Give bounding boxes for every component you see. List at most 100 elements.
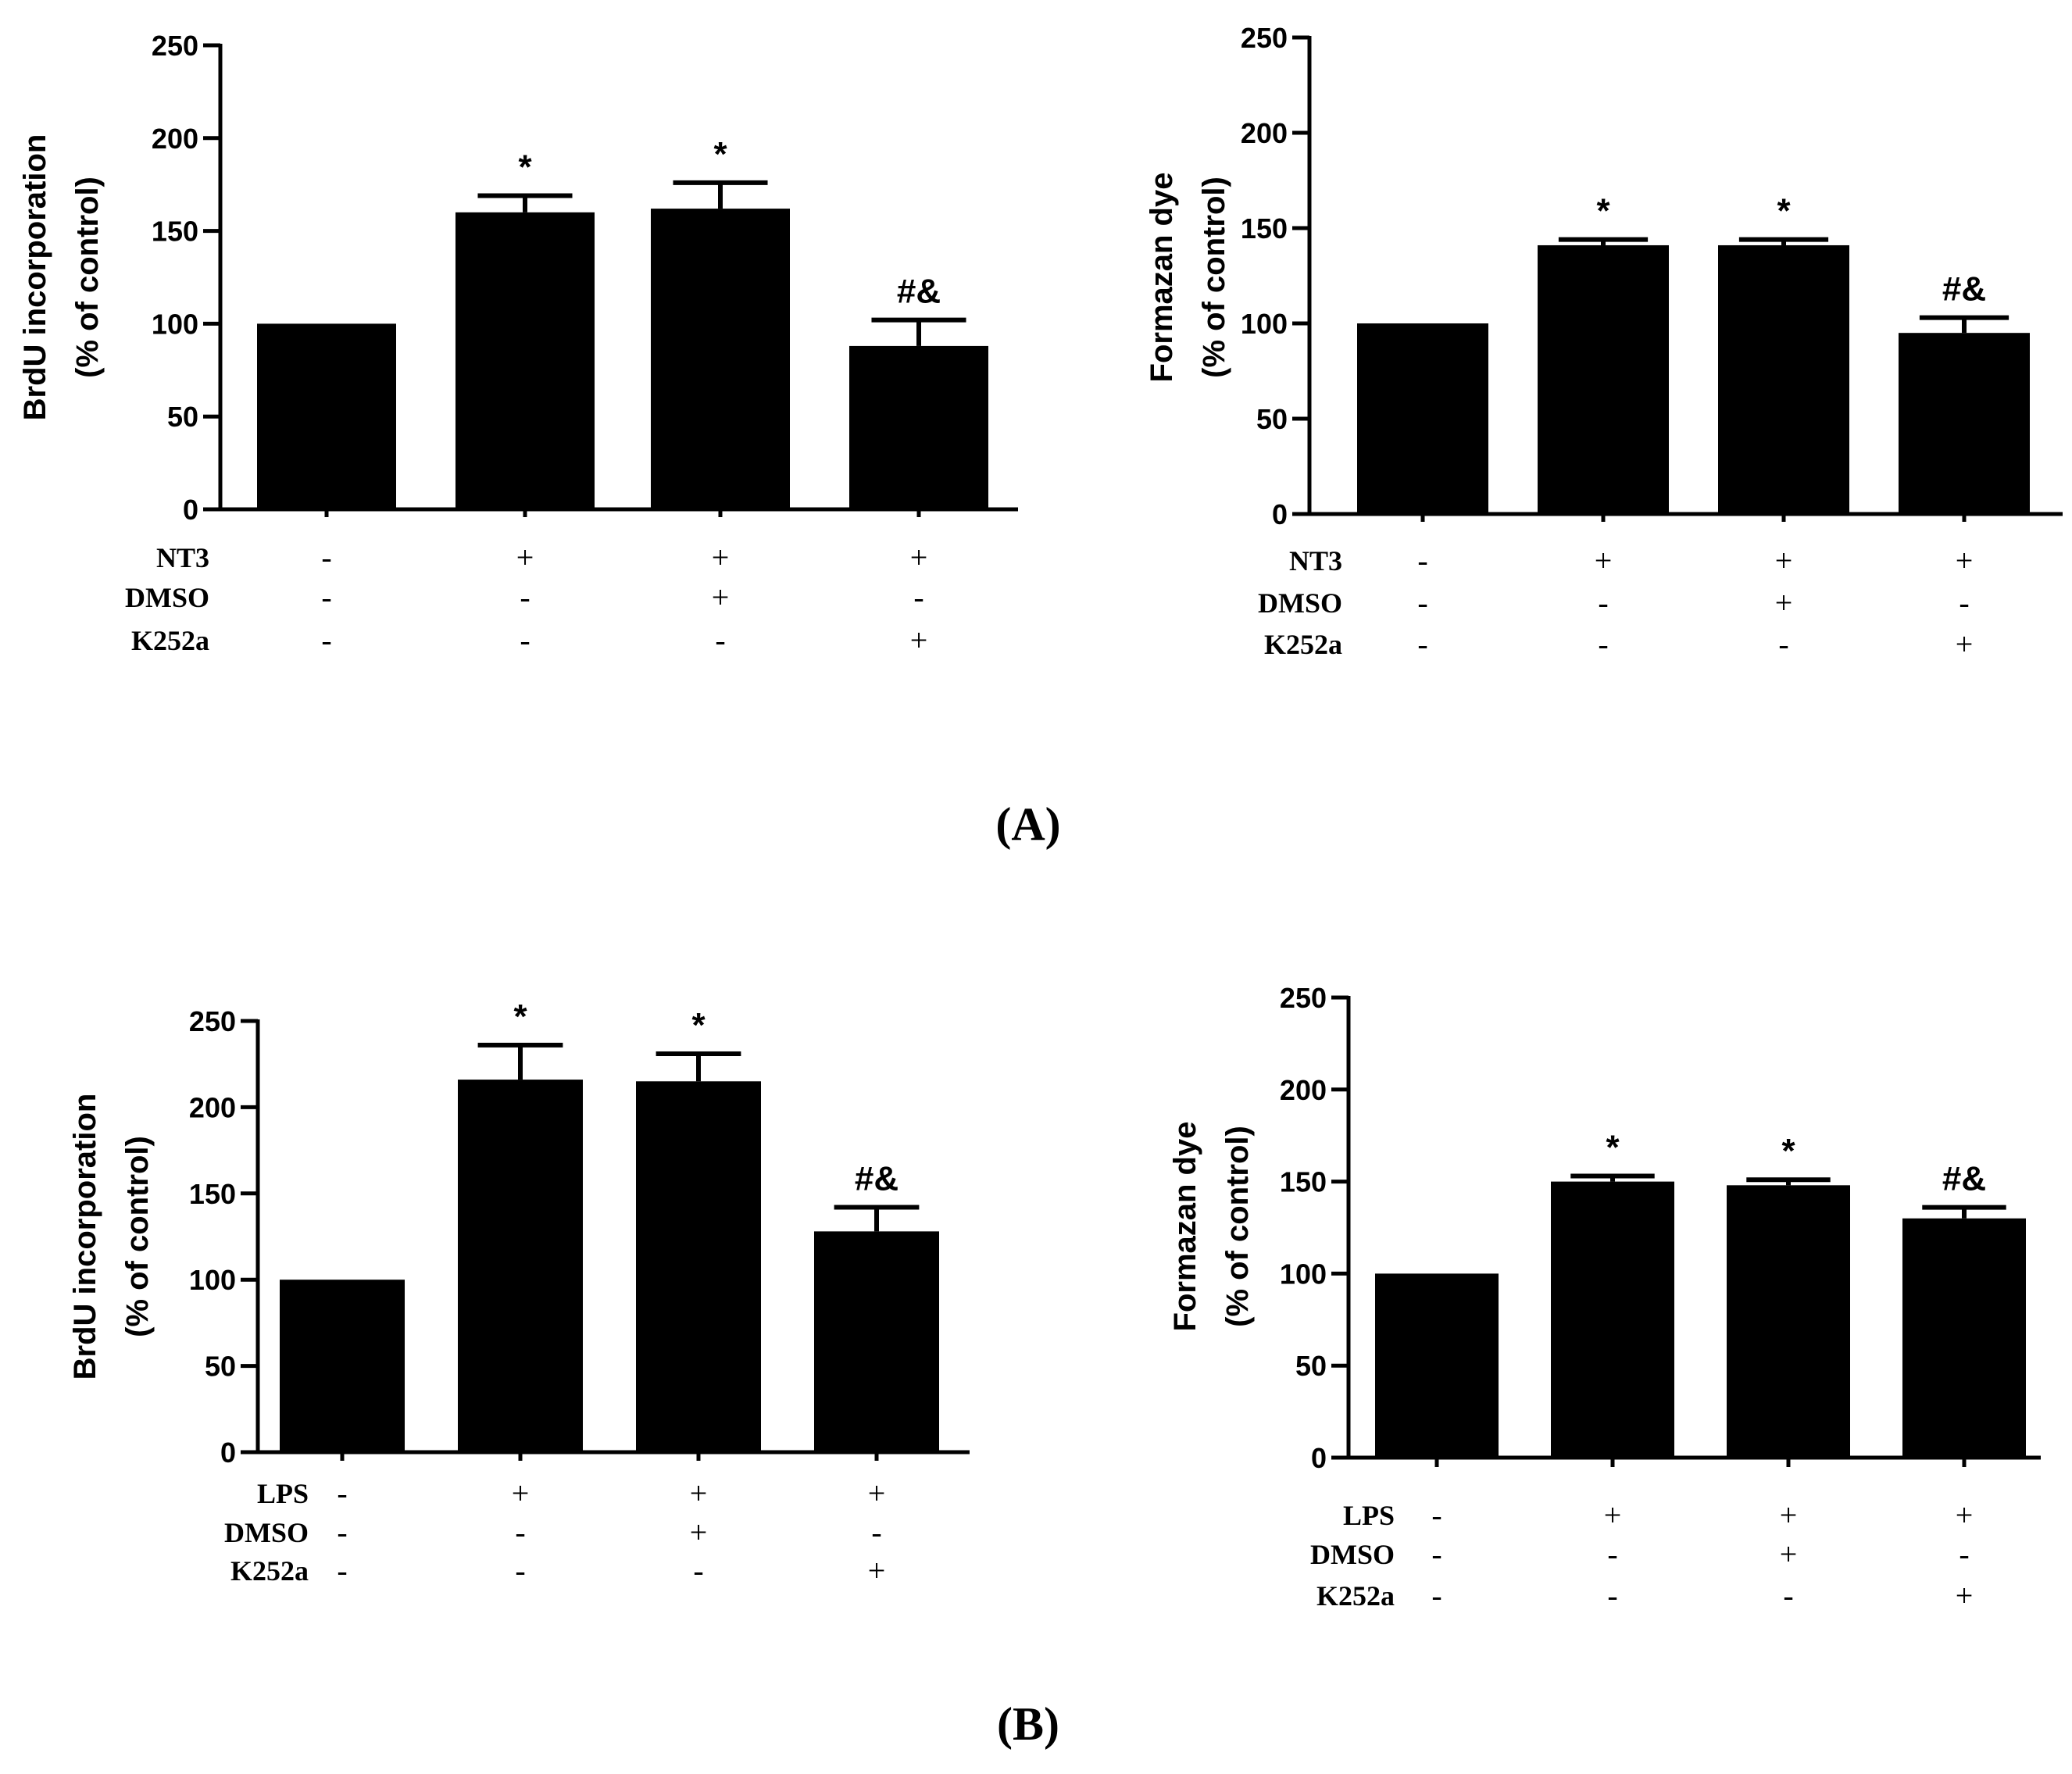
treatment-label: LPS [257,1478,309,1509]
treatment-sign: - [871,1515,881,1550]
bar [651,209,790,509]
treatment-sign: + [1956,1497,1974,1533]
significance-label: #& [1942,1160,1986,1198]
bar [455,212,595,509]
treatment-sign: + [868,1476,886,1511]
treatment-sign: - [1783,1578,1793,1613]
treatment-sign: - [1607,1578,1617,1613]
treatment-sign: - [515,1515,525,1550]
significance-label: #& [855,1159,898,1198]
y-axis-label: BrdU incorporation [18,134,52,421]
treatment-sign: + [712,540,730,575]
y-tick-label: 0 [1272,498,1288,530]
y-tick-label: 200 [1241,117,1288,149]
bar [1718,245,1849,514]
treatment-sign: - [321,540,331,575]
bar [1899,333,2030,514]
treatment-sign: + [868,1553,886,1588]
significance-label: * [713,135,727,173]
treatment-sign: - [1431,1537,1441,1572]
treatment-sign: + [512,1476,530,1511]
significance-label: * [1777,192,1791,230]
treatment-sign: - [520,623,530,658]
y-tick-label: 50 [167,401,198,433]
y-tick-label: 50 [1256,403,1288,435]
y-tick-label: 150 [189,1178,236,1210]
treatment-sign: + [910,540,928,575]
chart-4: 0 50 100 150 200 250 Formazan dye (% of control… [1168,982,2041,1613]
y-tick-label: 0 [220,1437,236,1469]
significance-label: * [1596,192,1610,230]
y-tick-label: 100 [1241,308,1288,340]
treatment-label: K252a [131,625,209,656]
chart-2: 0 50 100 150 200 250 Formazan dye (% of control… [1145,22,2063,662]
treatment-sign: - [1959,1537,1969,1572]
y-axis-label: (% of control) [1197,177,1231,378]
treatment-label: NT3 [1289,545,1342,576]
y-axis-label: (% of control) [1220,1126,1255,1327]
treatment-sign: + [1604,1497,1622,1533]
y-tick-label: 150 [152,216,198,248]
bar [1551,1181,1674,1458]
y-tick-label: 250 [1280,982,1327,1014]
treatment-sign: - [1431,1497,1441,1533]
treatment-sign: - [1778,626,1788,662]
treatment-sign: + [1595,543,1613,578]
treatment-label: LPS [1343,1500,1395,1531]
significance-label: * [513,998,527,1036]
treatment-sign: + [690,1476,708,1511]
treatment-sign: + [1956,543,1974,578]
treatment-label: K252a [230,1555,309,1587]
treatment-sign: - [913,580,923,615]
treatment-sign: - [1598,626,1608,662]
y-tick-label: 150 [1241,212,1288,245]
y-tick-label: 50 [1295,1350,1327,1382]
treatment-label: NT3 [156,542,209,573]
y-axis-label: Formazan dye [1168,1122,1202,1332]
treatment-sign: + [1956,1578,1974,1613]
treatment-sign: + [1780,1497,1798,1533]
y-tick-label: 250 [189,1005,236,1037]
treatment-sign: - [1959,585,1969,620]
y-tick-label: 150 [1280,1166,1327,1198]
treatment-sign: - [1431,1578,1441,1613]
y-axis-label: Formazan dye [1145,173,1179,383]
treatment-sign: - [1417,626,1427,662]
y-tick-label: 100 [1280,1258,1327,1290]
treatment-label: K252a [1264,629,1342,660]
treatment-sign: - [715,623,725,658]
treatment-label: DMSO [125,582,209,613]
y-tick-label: 100 [189,1264,236,1296]
bar [1727,1185,1850,1458]
y-tick-label: 200 [1280,1074,1327,1106]
significance-label: * [1781,1132,1795,1170]
treatment-label: K252a [1316,1580,1395,1612]
bar [1375,1273,1499,1458]
treatment-sign: + [690,1515,708,1550]
treatment-label: DMSO [224,1517,309,1548]
treatment-sign: - [337,1553,347,1588]
y-axis-label: (% of control) [120,1136,155,1337]
panel-label-a: (A) [995,798,1060,850]
significance-label: * [1606,1129,1620,1167]
significance-label: #& [897,273,941,311]
treatment-sign: - [520,580,530,615]
treatment-sign: - [1417,585,1427,620]
treatment-sign: - [337,1515,347,1550]
chart-3: 0 50 100 150 200 250 BrdU incorporation (% of c… [68,998,970,1588]
treatment-sign: - [515,1553,525,1588]
treatment-sign: - [321,580,331,615]
treatment-sign: + [1780,1537,1798,1572]
treatment-sign: - [1417,543,1427,578]
y-tick-label: 0 [183,494,198,526]
treatment-sign: + [1956,626,1974,662]
bar [1902,1218,2026,1458]
y-tick-label: 100 [152,308,198,340]
y-tick-label: 0 [1311,1442,1327,1474]
treatment-sign: - [1598,585,1608,620]
significance-label: * [691,1006,706,1044]
bar [636,1081,761,1452]
bar [849,345,988,509]
bar [257,323,396,509]
